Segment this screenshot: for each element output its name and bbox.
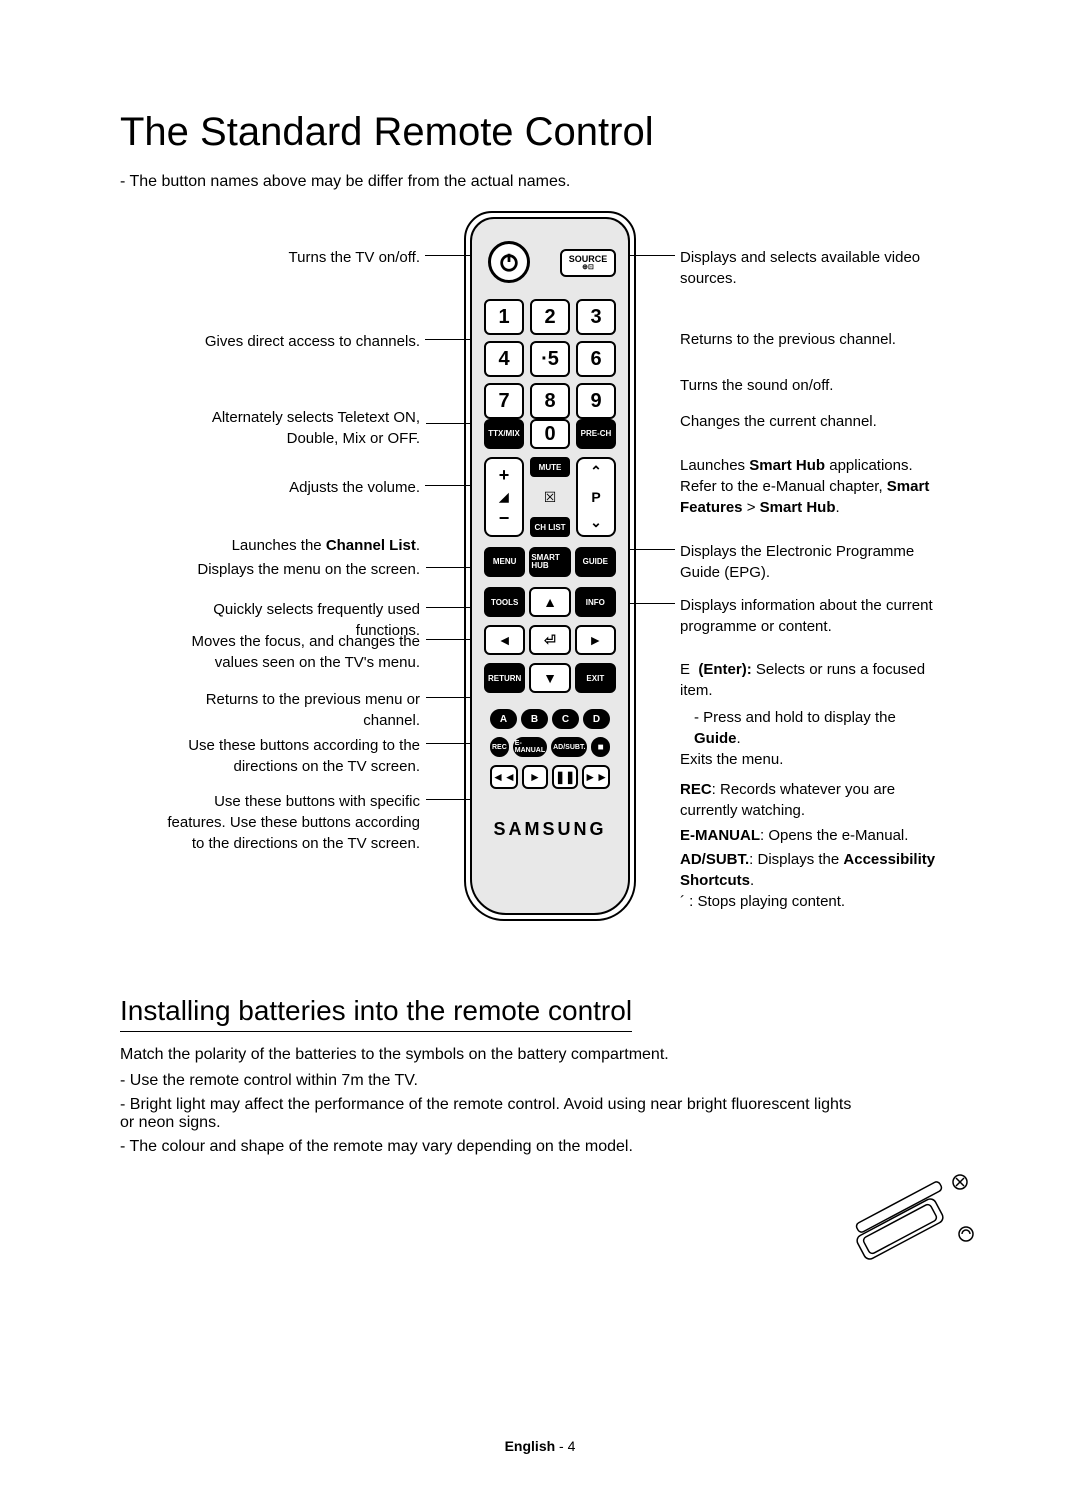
- label-numbers: Gives direct access to channels.: [205, 331, 420, 352]
- num-0[interactable]: 0: [530, 419, 570, 449]
- emanual-button[interactable]: E-MANUAL: [513, 737, 547, 757]
- power-icon: [498, 251, 520, 273]
- label-volume: Adjusts the volume.: [289, 477, 420, 498]
- battery-bullet-3: The colour and shape of the remote may v…: [120, 1138, 860, 1156]
- volume-rocker[interactable]: +◢−: [484, 457, 524, 537]
- num-9[interactable]: 9: [576, 383, 616, 419]
- label-rec: REC: Records whatever you are currently …: [680, 779, 940, 821]
- smarthub-button[interactable]: SMART HUB: [529, 547, 570, 577]
- top-note: The button names above may be differ fro…: [120, 173, 980, 191]
- tools-button[interactable]: TOOLS: [484, 587, 525, 617]
- stop-button[interactable]: ■: [591, 737, 610, 757]
- num-2[interactable]: 2: [530, 299, 570, 335]
- number-pad: 1 2 3 4 ·5 6 7 8 9: [484, 299, 616, 419]
- battery-bullet-1: Use the remote control within 7m the TV.: [120, 1072, 860, 1090]
- label-mute: Turns the sound on/off.: [680, 375, 833, 396]
- label-playback: Use these buttons with specific features…: [160, 791, 420, 854]
- remote-body: SOURCE⊕⊡ 1 2 3 4 ·5 6 7 8 9 TTX/MIX 0 PR…: [464, 211, 636, 921]
- ffwd-button[interactable]: ►►: [582, 765, 610, 789]
- pause-button[interactable]: ❚❚: [552, 765, 578, 789]
- prech-button[interactable]: PRE-CH: [576, 419, 616, 449]
- label-smarthub: Launches Smart Hub applications. Refer t…: [680, 455, 940, 518]
- label-chlist: Launches the Channel List.: [232, 535, 420, 556]
- label-stop: ´ : Stops playing content.: [680, 891, 845, 912]
- enter-button[interactable]: ⏎: [529, 625, 570, 655]
- rewind-button[interactable]: ◄◄: [490, 765, 518, 789]
- label-p: Changes the current channel.: [680, 411, 877, 432]
- down-button[interactable]: ▼: [529, 663, 570, 693]
- label-source: Displays and selects available video sou…: [680, 247, 940, 289]
- battery-illustration: [850, 1164, 980, 1264]
- mute-button[interactable]: MUTE: [530, 457, 570, 477]
- channel-rocker[interactable]: ⌃P⌄: [576, 457, 616, 537]
- power-button[interactable]: [488, 241, 530, 283]
- num-3[interactable]: 3: [576, 299, 616, 335]
- page-footer: English - 4: [0, 1438, 1080, 1454]
- label-menu: Displays the menu on the screen.: [197, 559, 420, 580]
- b-button[interactable]: B: [521, 709, 548, 729]
- chlist-button[interactable]: CH LIST: [530, 517, 570, 537]
- d-button[interactable]: D: [583, 709, 610, 729]
- label-info: Displays information about the current p…: [680, 595, 940, 637]
- num-6[interactable]: 6: [576, 341, 616, 377]
- label-adsubt: AD/SUBT.: Displays the Accessibility Sho…: [680, 849, 940, 891]
- label-guide: Displays the Electronic Programme Guide …: [680, 541, 940, 583]
- num-7[interactable]: 7: [484, 383, 524, 419]
- num-5[interactable]: ·5: [530, 341, 570, 377]
- info-button[interactable]: INFO: [575, 587, 616, 617]
- label-dpad: Moves the focus, and changes the values …: [160, 631, 420, 673]
- exit-button[interactable]: EXIT: [575, 663, 616, 693]
- a-button[interactable]: A: [490, 709, 517, 729]
- label-abcd: Use these buttons according to the direc…: [160, 735, 420, 777]
- return-button[interactable]: RETURN: [484, 663, 525, 693]
- section-title: Installing batteries into the remote con…: [120, 995, 632, 1032]
- label-ttx: Alternately selects Teletext ON, Double,…: [160, 407, 420, 449]
- top-note-list: The button names above may be differ fro…: [120, 173, 980, 191]
- remote-diagram: Turns the TV on/off. Gives direct access…: [120, 211, 980, 941]
- play-button[interactable]: ►: [522, 765, 548, 789]
- battery-bullet-2: Bright light may affect the performance …: [120, 1096, 860, 1132]
- label-enter: E (Enter): Selects or runs a focused ite…: [680, 659, 940, 749]
- adsubt-button[interactable]: AD/SUBT.: [551, 737, 587, 757]
- right-button[interactable]: ►: [575, 625, 616, 655]
- c-button[interactable]: C: [552, 709, 579, 729]
- page-title: The Standard Remote Control: [120, 110, 980, 155]
- guide-button[interactable]: GUIDE: [575, 547, 616, 577]
- label-return: Returns to the previous menu or channel.: [160, 689, 420, 731]
- brand-logo: SAMSUNG: [472, 819, 628, 840]
- label-power: Turns the TV on/off.: [289, 247, 420, 268]
- menu-button[interactable]: MENU: [484, 547, 525, 577]
- battery-bullets: Use the remote control within 7m the TV.…: [120, 1072, 860, 1156]
- num-1[interactable]: 1: [484, 299, 524, 335]
- battery-intro: Match the polarity of the batteries to t…: [120, 1046, 860, 1064]
- label-emanual: E-MANUAL: Opens the e-Manual.: [680, 825, 908, 846]
- label-prech: Returns to the previous channel.: [680, 329, 896, 350]
- ttx-button[interactable]: TTX/MIX: [484, 419, 524, 449]
- left-button[interactable]: ◄: [484, 625, 525, 655]
- up-button[interactable]: ▲: [529, 587, 570, 617]
- source-button[interactable]: SOURCE⊕⊡: [560, 249, 616, 277]
- rec-button[interactable]: REC: [490, 737, 509, 757]
- num-8[interactable]: 8: [530, 383, 570, 419]
- label-exit: Exits the menu.: [680, 749, 783, 770]
- num-4[interactable]: 4: [484, 341, 524, 377]
